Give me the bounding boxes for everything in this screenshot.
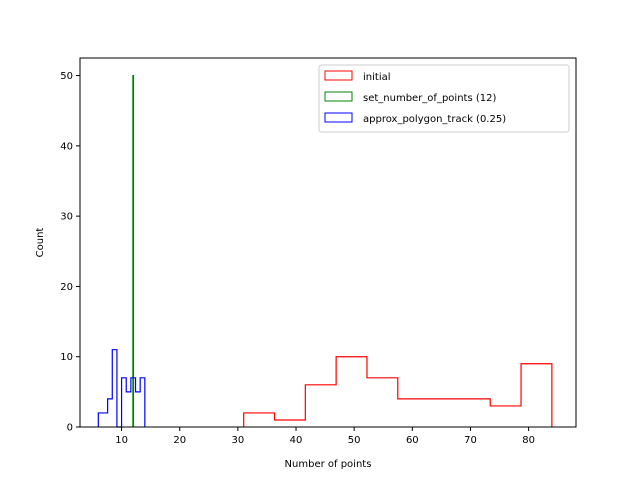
- y-tick-label: 50: [60, 71, 73, 82]
- y-axis-ticks: 0 10 20 30 40 50: [60, 71, 80, 434]
- y-axis-label: Count: [35, 228, 46, 258]
- x-axis-ticks: 10 20 30 40 50 60 70 80: [115, 427, 535, 446]
- x-tick-label: 10: [115, 435, 128, 446]
- x-tick-label: 70: [464, 435, 477, 446]
- x-tick-label: 20: [173, 435, 186, 446]
- legend-entry-label: initial: [363, 72, 391, 83]
- y-tick-label: 40: [60, 141, 73, 152]
- x-tick-label: 40: [290, 435, 303, 446]
- x-tick-label: 50: [348, 435, 361, 446]
- legend-swatch: [324, 70, 353, 81]
- legend-box: [318, 64, 570, 133]
- x-tick-label: 30: [232, 435, 245, 446]
- x-tick-label: 60: [406, 435, 419, 446]
- legend: initial set_number_of_points (12) approx_p…: [318, 64, 570, 133]
- series-step-2: [97, 349, 146, 428]
- y-tick-label: 10: [60, 352, 73, 363]
- x-axis-label: Number of points: [285, 459, 372, 470]
- y-tick-label: 30: [60, 212, 73, 223]
- legend-entry-label: approx_polygon_track (0.25): [363, 114, 506, 125]
- series-step-0: [243, 356, 553, 427]
- legend-entry-label: set_number_of_points (12): [363, 93, 496, 104]
- axes-frame: [79, 57, 577, 428]
- y-tick-label: 0: [67, 423, 73, 434]
- y-tick-label: 20: [60, 282, 73, 293]
- x-tick-label: 80: [522, 435, 535, 446]
- series-step-1: [132, 74, 135, 427]
- legend-swatch: [324, 112, 353, 123]
- series-layer: [97, 74, 553, 428]
- legend-swatch: [324, 91, 353, 102]
